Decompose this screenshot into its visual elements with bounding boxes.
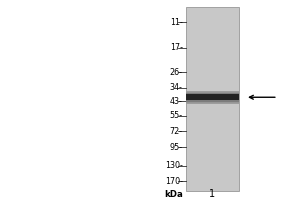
- Bar: [186, 102, 239, 104]
- Text: 72-: 72-: [169, 127, 183, 136]
- Text: 55-: 55-: [169, 111, 183, 120]
- Bar: [186, 91, 239, 93]
- Bar: [186, 7, 239, 191]
- Text: 170-: 170-: [165, 177, 183, 186]
- Text: kDa: kDa: [164, 190, 183, 199]
- Text: 130-: 130-: [165, 161, 183, 170]
- Text: 43-: 43-: [170, 97, 183, 106]
- Bar: [186, 100, 239, 104]
- Text: 17-: 17-: [170, 43, 183, 52]
- Bar: [186, 91, 239, 92]
- Bar: [186, 91, 239, 104]
- Text: 26-: 26-: [170, 68, 183, 77]
- Text: 95-: 95-: [169, 143, 183, 152]
- Bar: [186, 103, 239, 104]
- Text: 1: 1: [209, 189, 215, 199]
- Bar: [186, 91, 239, 94]
- Text: 11-: 11-: [170, 18, 183, 27]
- Text: 34-: 34-: [170, 83, 183, 92]
